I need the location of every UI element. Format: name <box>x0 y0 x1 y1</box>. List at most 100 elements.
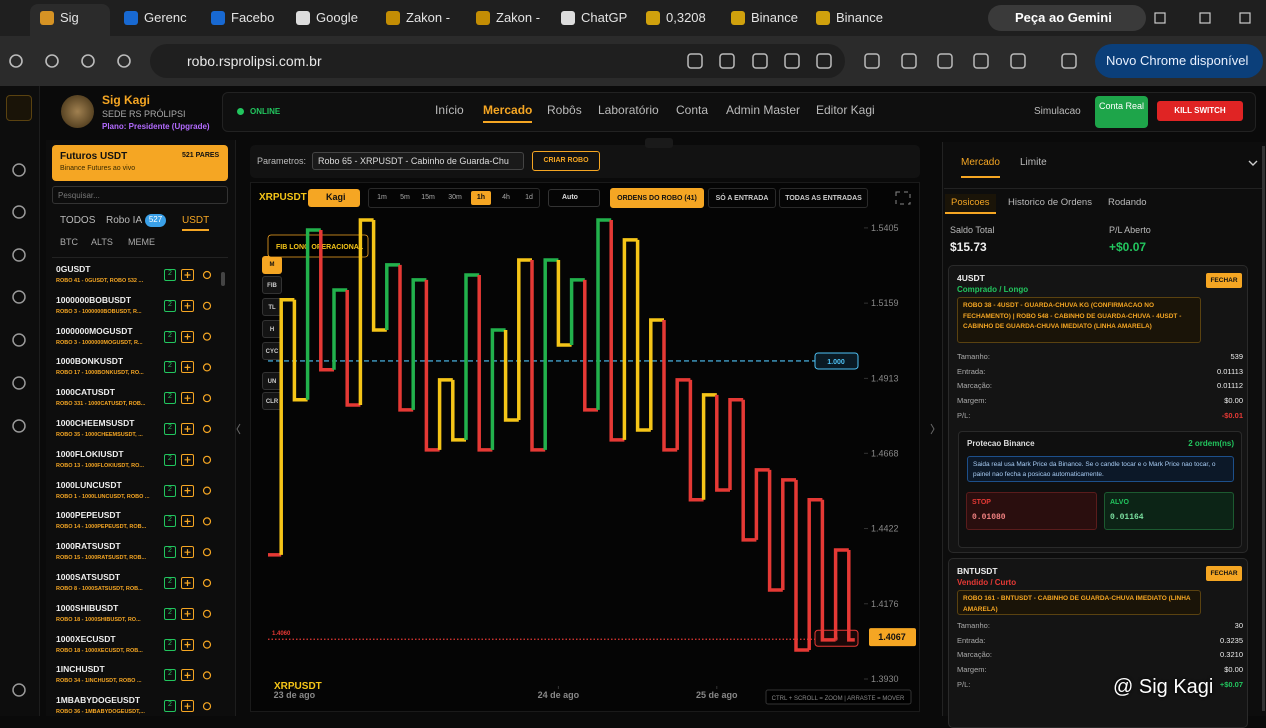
mode-button[interactable]: Kagi <box>308 189 360 207</box>
gemini-button[interactable] <box>988 5 1146 31</box>
robot-badge[interactable]: 2 <box>164 577 176 589</box>
market-subtab[interactable]: BTC <box>60 237 78 247</box>
right-subtab[interactable]: Rodando <box>1108 197 1147 208</box>
draw-tool[interactable]: H <box>262 320 282 338</box>
gemini-label[interactable]: Peça ao Gemini <box>1015 10 1112 25</box>
tab[interactable]: 0,3208 <box>666 10 706 25</box>
market-symbol[interactable]: 1000FLOKIUSDT <box>56 448 124 459</box>
tab[interactable]: ChatGP <box>581 10 628 25</box>
market-symbol[interactable]: 1MBABYDOGEUSDT <box>56 695 141 706</box>
draw-tool[interactable]: UN <box>262 372 282 390</box>
market-symbol[interactable]: 1000BONKUSDT <box>56 356 124 367</box>
order-filter[interactable]: TODAS AS ENTRADAS <box>779 188 868 208</box>
interval[interactable]: 15m <box>421 194 435 201</box>
market-symbol[interactable]: 1INCHUSDT <box>56 664 105 675</box>
nav-link[interactable]: Início <box>435 103 464 117</box>
nav-link[interactable]: Robôs <box>547 103 582 117</box>
add-button[interactable] <box>181 607 194 620</box>
add-button[interactable] <box>181 515 194 528</box>
order-filter[interactable]: ORDENS DO ROBO (41) <box>610 188 704 208</box>
market-subtab[interactable]: ALTS <box>91 237 113 247</box>
add-button[interactable] <box>181 669 194 682</box>
draw-tool[interactable]: TL <box>262 298 282 316</box>
add-button[interactable] <box>181 423 194 435</box>
add-button[interactable] <box>181 299 194 312</box>
robot-badge[interactable]: 2 <box>164 484 176 497</box>
interval[interactable]: 1m <box>377 194 387 201</box>
add-button[interactable] <box>181 330 194 343</box>
robot-badge[interactable]: 2 <box>164 269 176 281</box>
kill-switch[interactable]: KILL SWITCH <box>1157 101 1243 121</box>
tab[interactable]: Binance <box>836 10 883 25</box>
interval[interactable]: 4h <box>502 194 510 201</box>
market-symbol[interactable]: 1000SHIBUSDT <box>56 602 119 613</box>
interval[interactable]: 5m <box>400 194 410 201</box>
robot-badge[interactable]: 2 <box>164 423 176 435</box>
draw-tool[interactable]: FIB <box>262 276 282 294</box>
address-url[interactable]: robo.rsprolipsi.com.br <box>187 53 322 69</box>
nav-link[interactable]: Mercado <box>483 103 533 123</box>
market-subtab[interactable]: MEME <box>128 237 155 247</box>
market-symbol[interactable]: 1000SATSUSDT <box>56 572 121 582</box>
tab[interactable]: Sig <box>60 10 79 25</box>
tab[interactable]: Zakon - <box>406 10 451 25</box>
add-button[interactable] <box>181 577 194 589</box>
robot-badge[interactable]: 2 <box>164 330 176 343</box>
close-button[interactable]: FECHAR <box>1206 566 1242 581</box>
right-tab[interactable]: Limite <box>1020 157 1047 168</box>
robot-badge[interactable]: 2 <box>164 515 176 528</box>
tab[interactable]: Zakon - <box>496 10 541 25</box>
order-filter[interactable]: SÓ A ENTRADA <box>708 188 776 208</box>
robot-badge[interactable]: 2 <box>164 700 176 713</box>
plan[interactable]: Plano: Presidente (Upgrade) <box>102 122 210 131</box>
market-symbol[interactable]: 1000000MOGUSDT <box>56 325 133 336</box>
close-button[interactable]: FECHAR <box>1206 273 1242 288</box>
market-symbol[interactable]: 1000PEPEUSDT <box>56 510 121 521</box>
robot-badge[interactable]: 2 <box>164 546 176 559</box>
market-symbol[interactable]: 0GUSDT <box>56 264 91 274</box>
nav-link[interactable]: Admin Master <box>726 103 801 117</box>
robot-badge[interactable]: 2 <box>164 392 176 405</box>
tab[interactable]: Google <box>316 10 358 25</box>
add-button[interactable] <box>181 546 194 559</box>
market-symbol[interactable]: 1000LUNCUSDT <box>56 479 122 490</box>
update-pill[interactable] <box>1095 44 1263 78</box>
tab[interactable]: Gerenc <box>144 10 187 25</box>
nav-link[interactable]: Laboratório <box>598 103 659 117</box>
add-button[interactable] <box>181 484 194 497</box>
robot-badge[interactable]: 2 <box>164 453 176 466</box>
right-tab[interactable]: Mercado <box>961 157 1000 178</box>
robot-badge[interactable]: 2 <box>164 638 176 651</box>
add-button[interactable] <box>181 361 194 374</box>
market-tab[interactable]: Robo IA <box>106 215 143 226</box>
market-symbol[interactable]: 1000000BOBUSDT <box>56 294 132 305</box>
market-symbol[interactable]: 1000CHEEMSUSDT <box>56 418 135 428</box>
draw-tool[interactable]: CYC <box>262 342 282 360</box>
add-button[interactable] <box>181 269 194 281</box>
market-symbol[interactable]: 1000XECUSDT <box>56 633 116 644</box>
market-symbol[interactable]: 1000CATUSDT <box>56 387 115 398</box>
search[interactable]: Pesquisar... <box>52 186 228 204</box>
robot-badge[interactable]: 2 <box>164 299 176 312</box>
add-button[interactable] <box>181 700 194 713</box>
tab[interactable]: Binance <box>751 10 798 25</box>
right-subtab[interactable]: Historico de Ordens <box>1008 197 1092 208</box>
scale-select[interactable]: Auto <box>548 189 600 207</box>
tab[interactable]: Facebo <box>231 10 275 25</box>
account-button[interactable]: Conta Real <box>1095 96 1148 128</box>
nav-link[interactable]: Editor Kagi <box>816 103 875 117</box>
create-robot[interactable]: CRIAR ROBO <box>532 151 600 171</box>
interval[interactable]: 1d <box>525 194 533 201</box>
right-subtab[interactable]: Posicoes <box>945 194 996 214</box>
interval[interactable]: 30m <box>448 194 462 201</box>
add-button[interactable] <box>181 392 194 405</box>
robot-badge[interactable]: 2 <box>164 361 176 374</box>
market-tab[interactable]: USDT <box>182 215 210 231</box>
draw-tool[interactable]: CLR <box>262 392 282 410</box>
add-button[interactable] <box>181 453 194 466</box>
mode[interactable]: Simulacao <box>1034 106 1081 117</box>
nav-link[interactable]: Conta <box>676 103 709 117</box>
interval[interactable]: 1h <box>471 191 491 205</box>
robot-badge[interactable]: 2 <box>164 607 176 620</box>
update-label[interactable]: Novo Chrome disponível <box>1106 53 1249 68</box>
